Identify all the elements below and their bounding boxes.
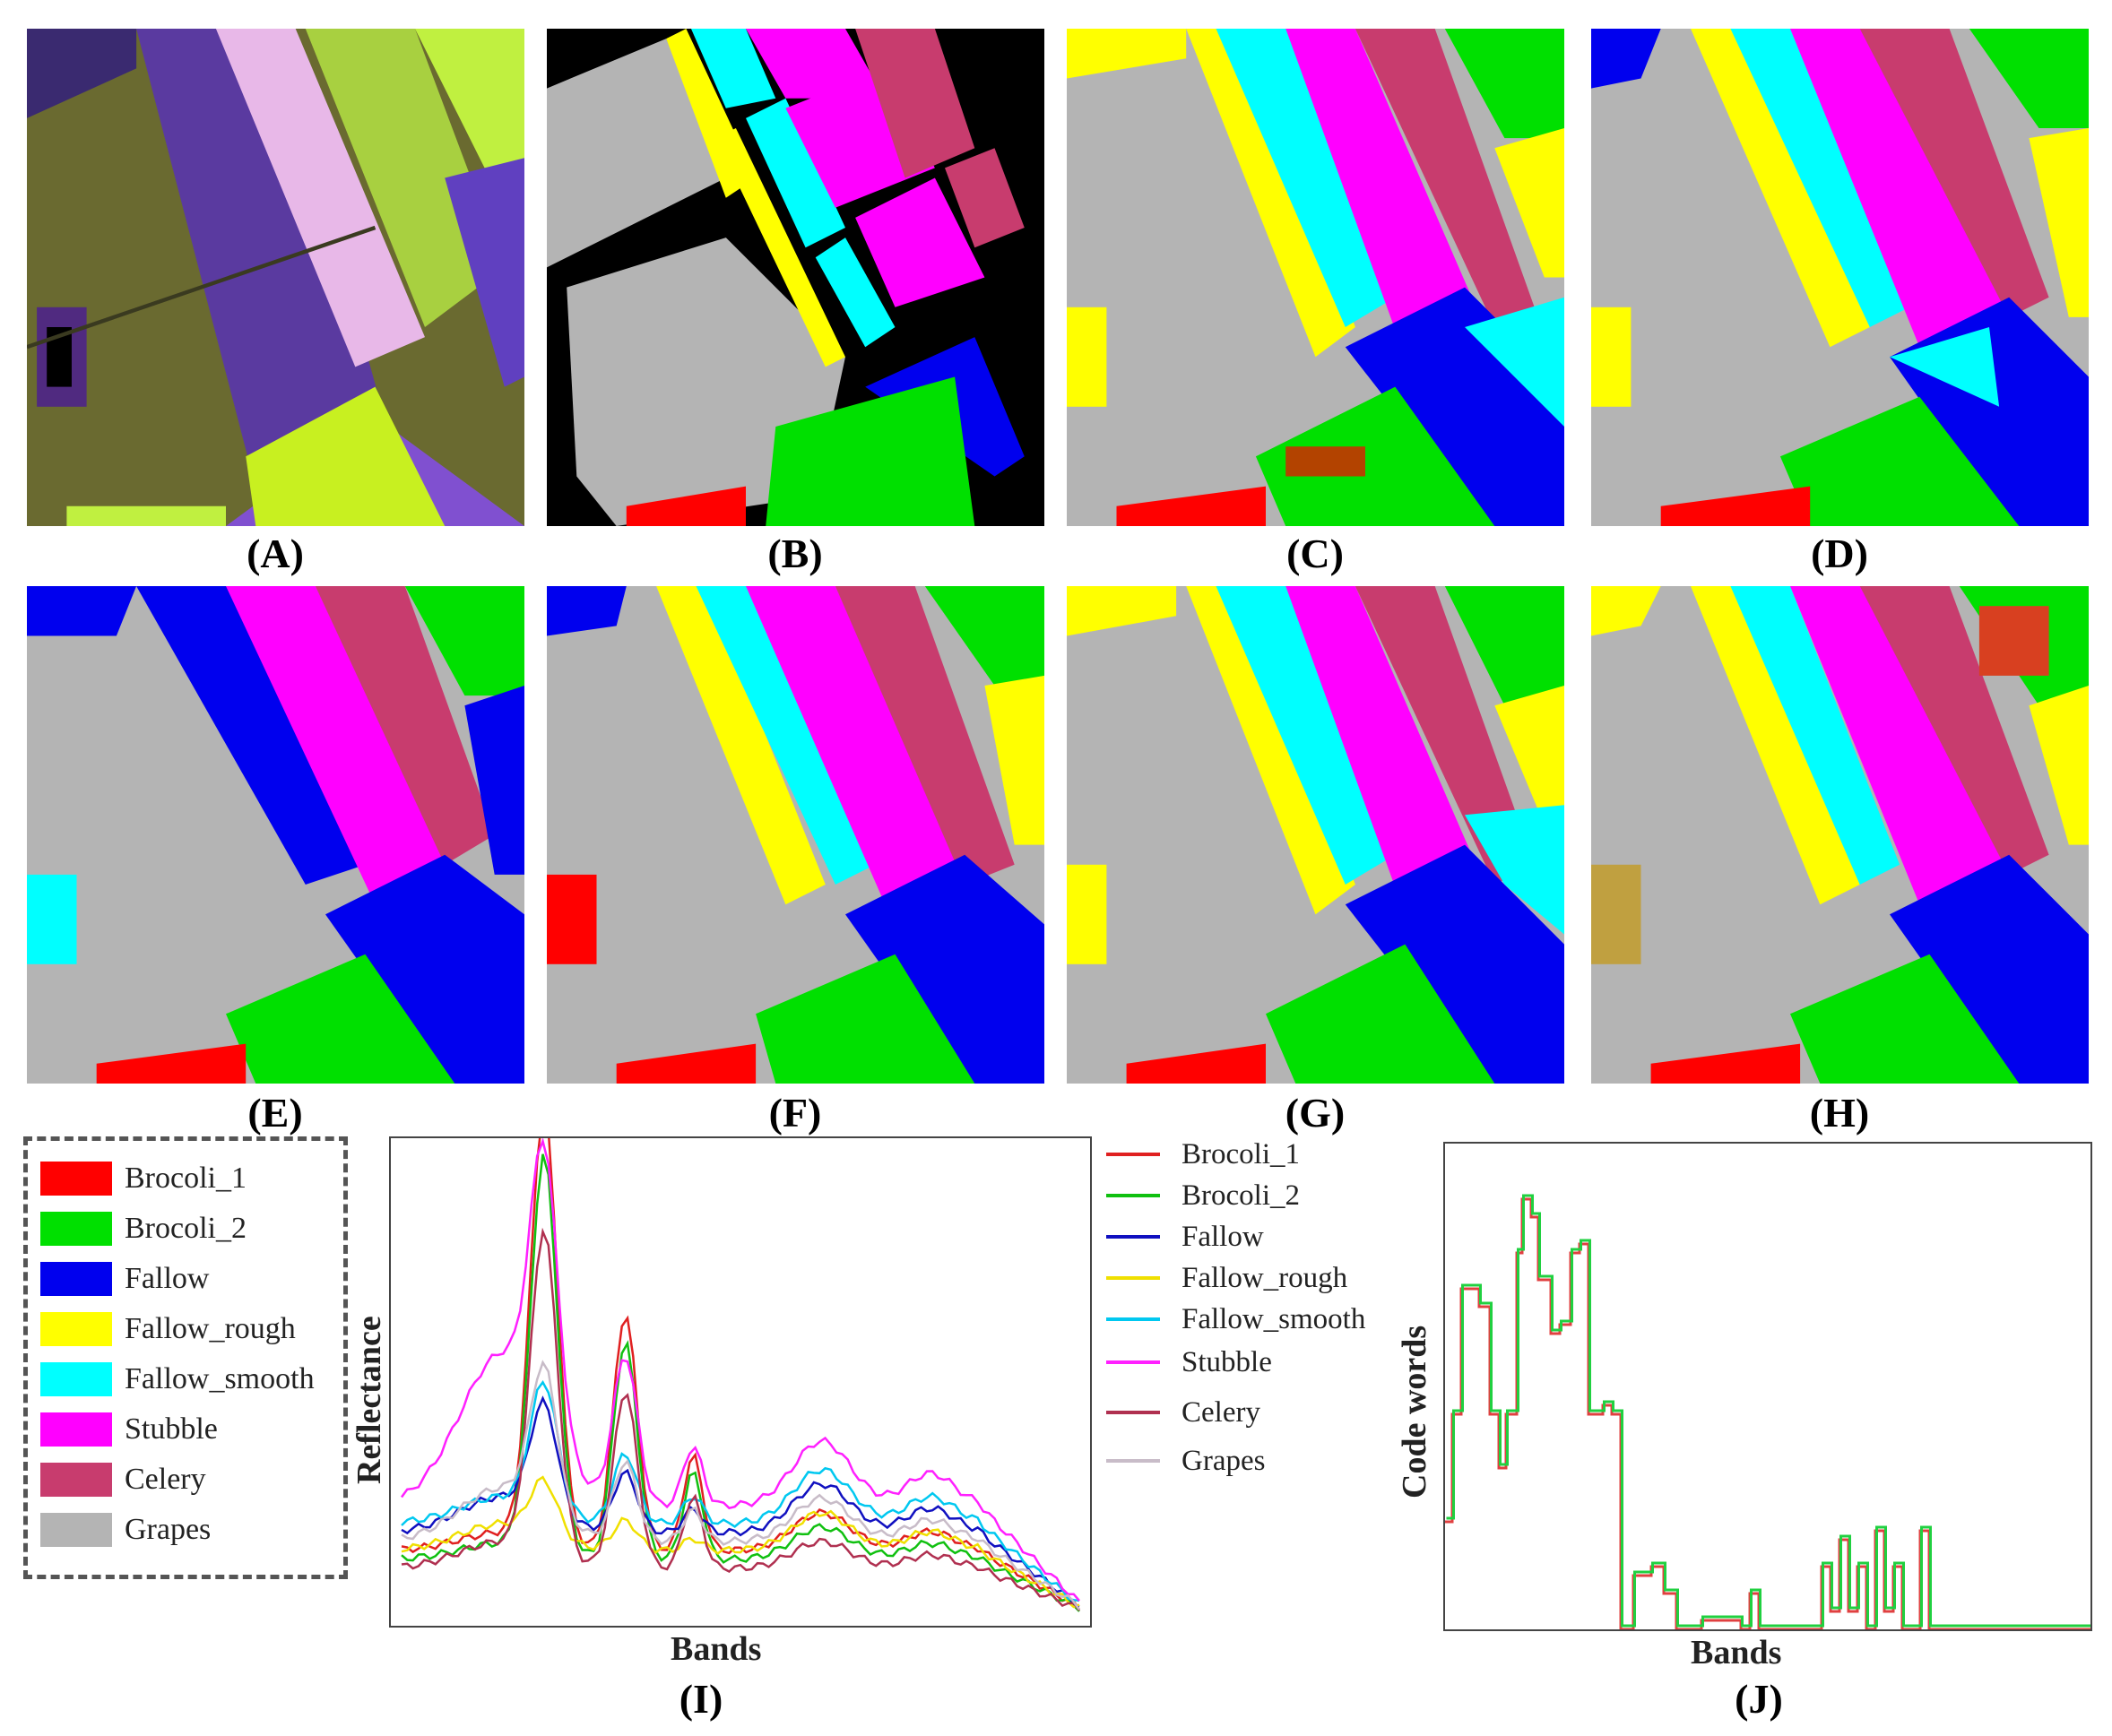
reflectance-legend-item: Stubble: [1106, 1344, 1272, 1380]
panel-a-false-color-image: [27, 29, 524, 526]
codeword-step-line-1: [1445, 1197, 2090, 1629]
reflectance-legend-item: Fallow: [1106, 1219, 1264, 1255]
legend-label: Fallow_rough: [125, 1312, 296, 1345]
reflectance-chart-svg: [400, 1138, 1081, 1612]
panel-label-j: (J): [1735, 1676, 1783, 1722]
panel-h-classification-map: [1591, 586, 2089, 1084]
panel-f-classification-map: [547, 586, 1044, 1084]
panel-label-a: (A): [247, 531, 304, 576]
legend-series-label: Celery: [1182, 1395, 1260, 1429]
legend-swatch: [40, 1212, 112, 1246]
legend-item: Fallow_smooth: [40, 1360, 315, 1399]
legend-label: Fallow: [125, 1262, 210, 1295]
reflectance-x-label: Bands: [671, 1630, 762, 1668]
legend-line-swatch: [1106, 1276, 1160, 1280]
spectrum-line-grapes: [401, 1360, 1081, 1611]
panel-label-d: (D): [1811, 531, 1868, 576]
legend-series-label: Brocoli_2: [1182, 1179, 1300, 1212]
legend-label: Brocoli_1: [125, 1162, 247, 1195]
codeword-x-label: Bands: [1691, 1634, 1782, 1671]
panel-label-h: (H): [1809, 1090, 1870, 1136]
panel-label-b: (B): [767, 531, 823, 576]
legend-series-label: Fallow_rough: [1182, 1261, 1348, 1294]
legend-series-label: Grapes: [1182, 1444, 1266, 1477]
reflectance-legend-item: Celery: [1106, 1395, 1260, 1430]
legend-item: Celery: [40, 1460, 206, 1499]
legend-swatch: [40, 1262, 112, 1296]
legend-swatch: [40, 1312, 112, 1346]
reflectance-legend-item: Grapes: [1106, 1443, 1265, 1479]
panel-label-e: (E): [247, 1090, 303, 1136]
legend-swatch: [40, 1463, 112, 1497]
codeword-y-label: Code words: [1396, 1325, 1433, 1498]
legend-series-label: Fallow_smooth: [1182, 1302, 1366, 1335]
legend-swatch: [40, 1513, 112, 1547]
panel-label-f: (F): [768, 1090, 822, 1136]
legend-series-label: Brocoli_1: [1182, 1137, 1300, 1170]
codeword-step-line-2: [1446, 1194, 2090, 1628]
panel-c-classification-map: [1067, 29, 1564, 526]
spectrum-line-celery: [401, 1227, 1080, 1611]
panel-label-i: (I): [679, 1676, 723, 1722]
legend-label: Grapes: [125, 1513, 212, 1546]
reflectance-y-label: Reflectance: [351, 1316, 388, 1484]
spectrum-line-stubble: [400, 1138, 1080, 1602]
panel-d-classification-map: [1591, 29, 2089, 526]
panel-e-classification-map: [27, 586, 524, 1084]
panel-label-c: (C): [1286, 531, 1344, 576]
reflectance-legend-item: Brocoli_2: [1106, 1178, 1300, 1213]
legend-line-swatch: [1106, 1317, 1160, 1321]
legend-label: Brocoli_2: [125, 1212, 247, 1245]
spectrum-line-fallow-smooth: [401, 1379, 1080, 1602]
legend-series-label: Stubble: [1182, 1345, 1272, 1378]
spectrum-line-fallow: [401, 1395, 1080, 1608]
panel-g-classification-map: [1067, 586, 1564, 1084]
legend-line-swatch: [1106, 1153, 1160, 1156]
legend-item: Brocoli_1: [40, 1159, 247, 1198]
legend-line-swatch: [1106, 1411, 1160, 1414]
panel-b-ground-truth-map: [547, 29, 1044, 526]
legend-label: Stubble: [125, 1412, 218, 1446]
legend-item: Grapes: [40, 1510, 211, 1550]
spectrum-line-fallow-rough: [401, 1475, 1080, 1609]
codeword-chart-frame: [1443, 1142, 2092, 1631]
legend-item: Fallow: [40, 1259, 209, 1299]
legend-series-label: Fallow: [1182, 1220, 1264, 1253]
legend-line-swatch: [1106, 1235, 1160, 1239]
legend-swatch: [40, 1362, 112, 1396]
legend-item: Brocoli_2: [40, 1209, 247, 1248]
reflectance-legend-item: Brocoli_1: [1106, 1136, 1300, 1172]
class-legend: Brocoli_1 Brocoli_2 Fallow Fallow_rough …: [23, 1136, 348, 1579]
legend-label: Celery: [125, 1463, 206, 1496]
legend-item: Stubble: [40, 1410, 218, 1449]
spectrum-line-brocoli-2: [401, 1153, 1080, 1612]
legend-line-swatch: [1106, 1194, 1160, 1197]
legend-item: Fallow_rough: [40, 1309, 296, 1349]
legend-swatch: [40, 1412, 112, 1447]
panel-label-g: (G): [1285, 1090, 1346, 1136]
legend-label: Fallow_smooth: [125, 1362, 315, 1395]
reflectance-chart-frame: [389, 1136, 1092, 1628]
legend-line-swatch: [1106, 1360, 1160, 1364]
codeword-chart-svg: [1445, 1194, 2090, 1629]
spectrum-line-brocoli-1: [401, 1138, 1081, 1611]
legend-line-swatch: [1106, 1459, 1160, 1463]
reflectance-legend-item: Fallow_smooth: [1106, 1301, 1365, 1337]
legend-swatch: [40, 1162, 112, 1196]
reflectance-legend-item: Fallow_rough: [1106, 1260, 1347, 1296]
